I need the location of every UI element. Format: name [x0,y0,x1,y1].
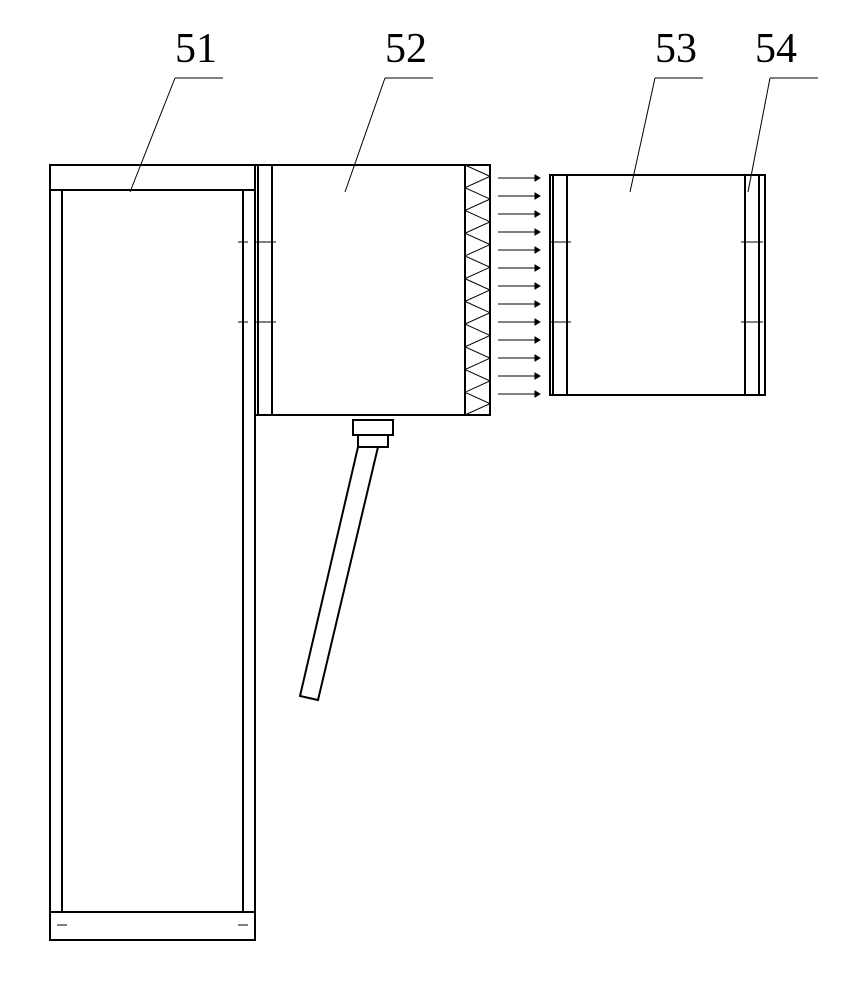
label-54: 54 [755,25,797,73]
label-51: 51 [175,25,217,73]
diagram-svg [0,0,862,1000]
diagram-canvas: 51 52 53 54 [0,0,862,1000]
label-52: 52 [385,25,427,73]
label-53: 53 [655,25,697,73]
